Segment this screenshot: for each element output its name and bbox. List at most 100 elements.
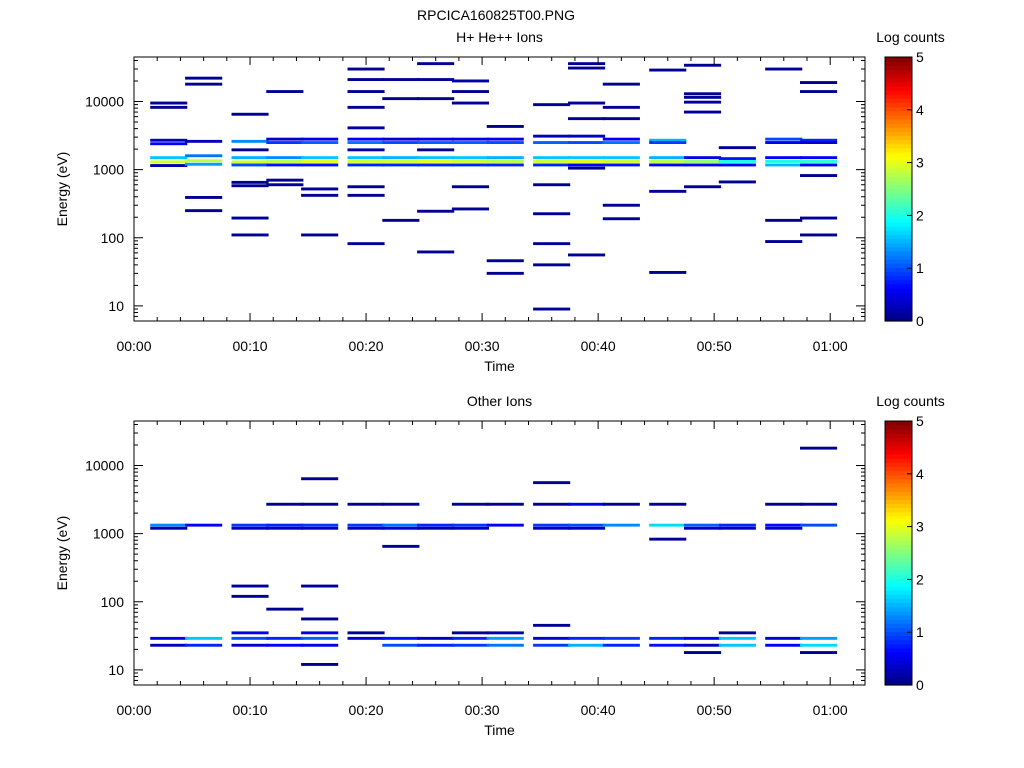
heatmap-cells	[150, 62, 838, 311]
colorbar-segment	[885, 590, 912, 595]
heatmap-cell	[800, 141, 838, 144]
colorbar-segment	[885, 61, 912, 66]
heatmap-cell	[486, 502, 524, 506]
heatmap-cell	[301, 233, 339, 237]
heatmap-cell	[231, 160, 269, 164]
heatmap-cell	[417, 148, 455, 152]
heatmap-cell	[266, 156, 304, 160]
colorbar-segment	[885, 507, 912, 513]
heatmap-cells	[150, 446, 838, 666]
colorbar-segment	[885, 660, 912, 665]
colorbar-segment	[885, 106, 912, 112]
heatmap-cell	[765, 160, 803, 163]
colorbar-segment	[885, 234, 912, 240]
colorbar-tick-label: 1	[916, 260, 924, 276]
heatmap-cell	[602, 105, 640, 109]
heatmap-cell	[347, 631, 385, 635]
colorbar-segment	[885, 151, 912, 157]
heatmap-cell	[684, 63, 722, 67]
heatmap-cell	[301, 617, 339, 621]
heatmap-cell	[800, 90, 838, 93]
colorbar-segment	[885, 271, 912, 277]
colorbar-segment	[885, 143, 912, 149]
colorbar-segment	[885, 639, 912, 645]
heatmap-cell	[568, 526, 606, 530]
heatmap-cell	[649, 643, 687, 647]
heatmap-cell	[150, 142, 188, 146]
heatmap-cell	[347, 126, 385, 130]
heatmap-cell	[417, 78, 455, 81]
heatmap-cell	[347, 160, 385, 163]
heatmap-cell	[185, 643, 223, 647]
colorbar-segment	[885, 283, 912, 289]
colorbar-segment	[885, 312, 912, 318]
colorbar-segment	[885, 308, 912, 314]
y-tick-label: 10000	[85, 458, 124, 474]
heatmap-cell	[800, 233, 838, 237]
colorbar-tick-label: 5	[916, 49, 924, 65]
x-tick-label: 00:10	[233, 338, 268, 354]
heatmap-cell	[451, 141, 489, 144]
heatmap-cell	[568, 117, 606, 121]
heatmap-cell	[231, 163, 269, 167]
x-tick-label: 00:50	[697, 338, 732, 354]
heatmap-cell	[451, 163, 489, 167]
colorbar-segment	[885, 511, 912, 517]
colorbar-segment	[885, 528, 912, 533]
panel-title: H+ He++ Ions	[456, 29, 543, 45]
colorbar-segment	[885, 421, 912, 426]
heatmap-cell	[602, 82, 640, 86]
colorbar-segment	[885, 288, 912, 293]
heatmap-cell	[185, 523, 223, 527]
heatmap-cell	[451, 156, 489, 160]
colorbar-segment	[885, 205, 912, 211]
panel-other-ions: Other Ions 00:00 00:10 00:20 00:30 00:40 00:50…	[54, 393, 945, 738]
heatmap-cell	[533, 163, 571, 167]
heatmap-cell	[301, 160, 339, 163]
colorbar-segment	[885, 520, 912, 525]
heatmap-cell	[718, 146, 756, 150]
heatmap-cell	[602, 523, 640, 527]
y-tick-label: 10	[108, 662, 124, 678]
colorbar-segment	[885, 610, 912, 616]
colorbar-segment	[885, 65, 912, 70]
colorbar-frame	[884, 420, 913, 686]
x-tick-label: 00:40	[581, 338, 616, 354]
colorbar-segment	[885, 548, 912, 554]
heatmap-cell	[684, 100, 722, 104]
colorbar-tick-label: 4	[916, 102, 924, 118]
heatmap-cell	[301, 523, 339, 527]
heatmap-cell	[684, 643, 722, 647]
heatmap-cell	[231, 233, 269, 237]
x-tick-label: 00:00	[116, 702, 151, 718]
heatmap-cell	[649, 636, 687, 640]
heatmap-cell	[684, 526, 722, 530]
heatmap-cell	[765, 141, 803, 144]
colorbar-segment	[885, 300, 912, 306]
colorbar-segment	[885, 643, 912, 649]
colorbar-segment	[885, 429, 912, 434]
colorbar-segment	[885, 491, 912, 496]
heatmap-cell	[150, 160, 188, 164]
x-axis-label: Time	[484, 722, 515, 738]
colorbar-segment	[885, 259, 912, 264]
heatmap-cell	[533, 103, 571, 107]
colorbar-segment	[885, 156, 912, 161]
heatmap-cell	[533, 526, 571, 530]
heatmap-cell	[382, 218, 420, 222]
y-tick-label: 100	[101, 230, 125, 246]
colorbar-segment	[885, 127, 912, 132]
heatmap-cell	[684, 523, 722, 527]
plot-frame	[133, 420, 866, 686]
heatmap-cell	[266, 183, 304, 187]
x-axis-label: Time	[484, 358, 515, 374]
heatmap-cell	[451, 643, 489, 647]
heatmap-cell	[451, 79, 489, 83]
heatmap-cell	[568, 166, 606, 170]
colorbar-segment	[885, 184, 912, 190]
colorbar-segment	[885, 425, 912, 430]
y-axis-label: Energy (eV)	[54, 516, 70, 591]
colorbar-segment	[885, 193, 912, 198]
heatmap-cell	[486, 160, 524, 163]
heatmap-cell	[301, 137, 339, 141]
